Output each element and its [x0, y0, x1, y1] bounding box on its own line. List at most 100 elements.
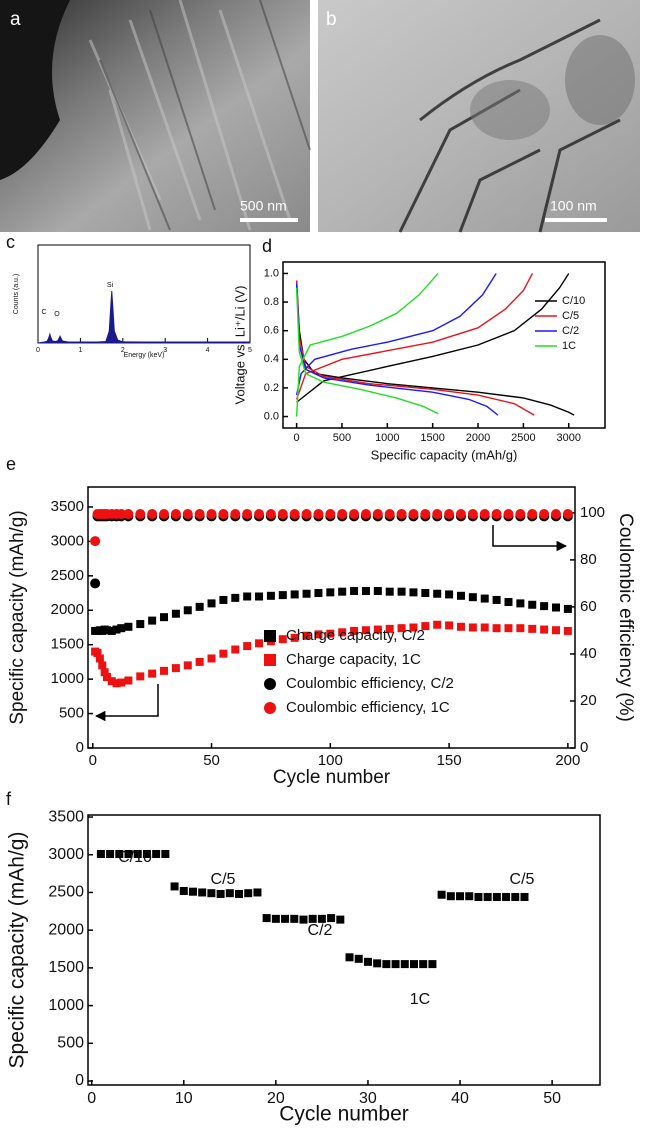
panel-label: b [326, 9, 337, 30]
data-point [93, 648, 102, 657]
data-point [363, 957, 372, 966]
data-point [539, 509, 550, 520]
y2-axis-label: Coulombic efficiency (%) [615, 513, 636, 722]
x-tick-label: 1 [78, 347, 82, 354]
data-point [445, 621, 454, 630]
data-point [396, 509, 407, 520]
data-point [483, 892, 492, 901]
y-tick-label: 3000 [48, 846, 84, 863]
data-point [563, 626, 572, 635]
data-point [98, 661, 107, 670]
data-point [373, 586, 382, 595]
data-point [491, 509, 502, 520]
data-point [361, 626, 370, 635]
data-point [116, 509, 127, 520]
data-point [504, 624, 513, 633]
scale-bar-label: 500 nm [240, 198, 287, 214]
data-point [290, 590, 299, 599]
legend-swatch [264, 630, 276, 642]
data-point [400, 960, 409, 969]
data-point [161, 849, 170, 858]
data-point [350, 586, 359, 595]
data-point [409, 588, 418, 597]
data-point [433, 589, 442, 598]
legend-label: C/10 [562, 295, 585, 307]
data-point [455, 509, 466, 520]
x-tick-label: 5 [248, 347, 252, 354]
data-point [266, 591, 275, 600]
legend-label: Charge capacity, C/2 [286, 627, 425, 644]
y-tick-label: 3000 [51, 532, 84, 549]
data-point [468, 593, 477, 602]
plot-frame [87, 814, 601, 1086]
data-point [170, 882, 179, 891]
y2-tick-label: 100 [580, 504, 605, 521]
panel-label: d [262, 236, 272, 256]
y2-tick-label: 40 [580, 645, 597, 662]
data-point [188, 887, 197, 896]
y2-tick-label: 0 [580, 739, 588, 756]
scale-bar-label: 100 nm [550, 198, 597, 214]
panel-label: c [6, 232, 15, 252]
data-point [468, 623, 477, 632]
y-tick-label: 0 [75, 1072, 84, 1089]
data-point [515, 509, 526, 520]
data-point [136, 672, 145, 681]
data-point [302, 589, 311, 598]
data-point [503, 509, 514, 520]
y-tick-label: 0.8 [264, 296, 279, 308]
data-point [254, 509, 265, 520]
legend-swatch [264, 678, 276, 690]
data-point [90, 578, 101, 589]
data-point [420, 509, 431, 520]
data-point [408, 509, 419, 520]
data-point [135, 509, 146, 520]
x-tick-label: 500 [333, 432, 351, 444]
legend-label: C/5 [562, 310, 579, 322]
y-tick-label: 2000 [48, 921, 84, 938]
annotation: 1C [410, 991, 430, 1008]
data-point [314, 589, 323, 598]
data-point [244, 889, 253, 898]
data-point [421, 622, 430, 631]
y-axis-label: Specific capacity (mAh/g) [7, 510, 28, 724]
x-tick-label: 2 [121, 347, 125, 354]
data-point [106, 849, 115, 858]
data-point [171, 664, 180, 673]
x-tick-label: 0 [87, 1090, 96, 1107]
y2-tick-label: 20 [580, 692, 597, 709]
y-axis-label: Counts (a.u.) [13, 274, 20, 314]
data-point [361, 586, 370, 595]
data-point [160, 613, 169, 622]
x-tick-label: 200 [555, 752, 580, 769]
data-point [206, 509, 217, 520]
y-tick-label: 2500 [48, 884, 84, 901]
data-point [235, 889, 244, 898]
data-point [397, 587, 406, 596]
annotation: C [41, 309, 46, 316]
y-tick-label: 2500 [51, 567, 84, 584]
data-point [480, 623, 489, 632]
data-point [159, 509, 170, 520]
data-point [313, 509, 324, 520]
y-tick-label: 0.6 [264, 325, 279, 337]
data-point [124, 849, 133, 858]
data-point [372, 509, 383, 520]
data-point [194, 509, 205, 520]
data-point [345, 953, 354, 962]
data-point [183, 661, 192, 670]
data-point [255, 592, 264, 601]
data-point [337, 509, 348, 520]
data-point [479, 509, 490, 520]
x-tick-label: 100 [318, 752, 343, 769]
spectrum-area [37, 291, 251, 344]
data-point [527, 509, 538, 520]
data-point [136, 620, 145, 629]
data-point [230, 509, 241, 520]
data-point [350, 626, 359, 635]
x-tick-label: 50 [203, 752, 220, 769]
data-point [112, 679, 121, 688]
data-point [520, 892, 529, 901]
data-point [563, 604, 572, 613]
legend-label: 1C [562, 340, 576, 352]
